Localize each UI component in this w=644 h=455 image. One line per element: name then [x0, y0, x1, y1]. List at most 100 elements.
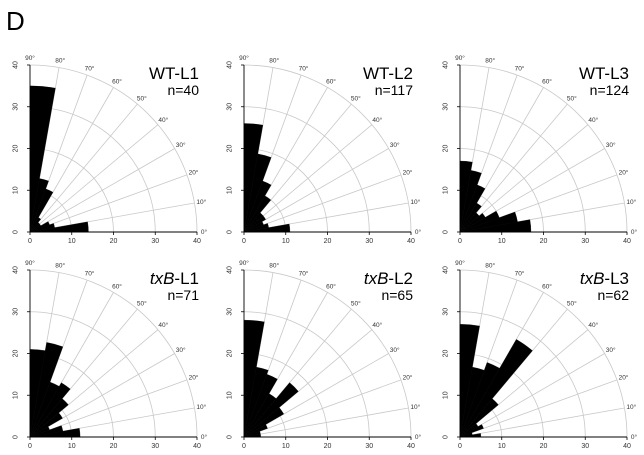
x-tick-label: 40	[623, 443, 631, 450]
angle-tick-label: 20°	[403, 373, 413, 381]
y-tick-label: 30	[443, 308, 450, 316]
angle-tick-label: 50°	[567, 300, 577, 308]
angle-tick-label: 20°	[189, 168, 199, 176]
y-tick-label: 0	[443, 230, 450, 234]
angle-tick-label: 10°	[626, 403, 636, 411]
grid-arc	[243, 269, 412, 438]
grid-spoke	[459, 353, 605, 438]
y-tick-label: 0	[443, 435, 450, 439]
y-tick-label: 40	[443, 266, 450, 274]
panel-title-suffix: WT-L3	[579, 64, 629, 83]
angle-tick-label: 20°	[619, 168, 629, 176]
x-tick-label: 0	[28, 443, 32, 450]
x-tick-label: 40	[407, 443, 415, 450]
y-tick-label: 0	[13, 230, 20, 234]
rose-panel: 0° 10° 20° 30° 40° 50° 60° 70° 80° 90° 0 0 10 10 20 20 3…	[443, 259, 638, 450]
panel-n-label: n=117	[375, 82, 413, 98]
panel-n-label: n=65	[381, 287, 413, 303]
angle-tick-label: 80°	[485, 262, 495, 270]
x-tick-label: 30	[151, 238, 159, 245]
x-tick-label: 0	[28, 238, 32, 245]
angle-tick-label: 10°	[410, 403, 420, 411]
panel-title: WT-L3	[579, 64, 629, 83]
grid-spoke	[29, 148, 175, 233]
grid-spoke	[459, 407, 625, 438]
panel-title: txB-L3	[580, 269, 629, 288]
x-tick-label: 30	[581, 443, 589, 450]
x-tick-label: 30	[365, 443, 373, 450]
grid-arc	[29, 269, 198, 438]
y-tick-label: 40	[13, 61, 20, 69]
grid-arc	[459, 148, 544, 233]
angle-tick-label: 60°	[326, 77, 336, 85]
rose-wedge	[29, 221, 50, 233]
angle-tick-label: 40°	[158, 321, 168, 329]
y-tick-label: 20	[443, 350, 450, 358]
panel-title-genotype: txB	[580, 269, 605, 288]
angle-tick-label: 50°	[137, 300, 147, 308]
y-tick-label: 20	[227, 350, 234, 358]
angle-tick-label: 40°	[588, 321, 598, 329]
panel-title-suffix: WT-L2	[363, 64, 413, 83]
angle-tick-label: 60°	[326, 282, 336, 290]
angle-tick-label: 90°	[25, 259, 35, 267]
x-tick-label: 0	[458, 443, 462, 450]
angle-tick-label: 60°	[542, 77, 552, 85]
panel-n-label: n=124	[590, 82, 630, 98]
grid-spoke	[243, 148, 389, 233]
angle-tick-label: 70°	[299, 64, 309, 72]
angle-tick-label: 90°	[239, 54, 249, 62]
angle-tick-label: 90°	[455, 259, 465, 267]
x-tick-label: 20	[540, 238, 548, 245]
panel-title: WT-L1	[149, 64, 199, 83]
x-tick-label: 40	[407, 238, 415, 245]
angle-tick-label: 20°	[189, 373, 199, 381]
panel-title-suffix: -L2	[388, 269, 413, 288]
y-tick-label: 40	[227, 266, 234, 274]
grid-spoke	[29, 124, 159, 233]
rose-panel: 0° 10° 20° 30° 40° 50° 60° 70° 80° 90° 0 0 10 10 20 20 3…	[227, 54, 422, 245]
x-tick-label: 30	[151, 443, 159, 450]
angle-tick-label: 20°	[403, 168, 413, 176]
rose-wedge	[459, 424, 484, 438]
y-tick-label: 30	[13, 103, 20, 111]
grid-arc	[459, 269, 628, 438]
y-tick-label: 40	[227, 61, 234, 69]
angle-tick-label: 70°	[515, 64, 525, 72]
x-tick-label: 10	[498, 443, 506, 450]
grid-arc	[459, 311, 586, 438]
x-tick-label: 10	[282, 443, 290, 450]
grid-arc	[243, 106, 370, 233]
angle-tick-label: 90°	[455, 54, 465, 62]
x-tick-label: 10	[498, 238, 506, 245]
grid-spoke	[459, 379, 618, 438]
y-tick-label: 10	[227, 391, 234, 399]
angle-tick-label: 40°	[158, 116, 168, 124]
rose-wedge	[459, 213, 486, 233]
grid-arc	[243, 311, 370, 438]
x-tick-label: 20	[540, 443, 548, 450]
angle-tick-label: 30°	[390, 346, 400, 354]
angle-tick-label: 80°	[485, 57, 495, 65]
panel-title: txB-L1	[150, 269, 199, 288]
grid-spoke	[243, 407, 409, 438]
x-tick-label: 0	[458, 238, 462, 245]
x-tick-label: 20	[110, 238, 118, 245]
angle-tick-label: 0°	[201, 433, 208, 441]
x-tick-label: 0	[242, 443, 246, 450]
angle-tick-label: 60°	[542, 282, 552, 290]
angle-tick-label: 10°	[196, 403, 206, 411]
y-tick-label: 0	[13, 435, 20, 439]
panel-n-label: n=62	[597, 287, 629, 303]
x-tick-label: 40	[623, 238, 631, 245]
angle-tick-label: 80°	[55, 57, 65, 65]
panel-title-suffix: -L1	[174, 269, 199, 288]
panel-title-suffix: -L3	[604, 269, 629, 288]
angle-tick-label: 0°	[631, 433, 638, 441]
y-tick-label: 40	[443, 61, 450, 69]
panel-n-label: n=40	[167, 82, 199, 98]
y-tick-label: 20	[227, 145, 234, 153]
grid-spoke	[243, 174, 402, 233]
angle-tick-label: 40°	[372, 321, 382, 329]
